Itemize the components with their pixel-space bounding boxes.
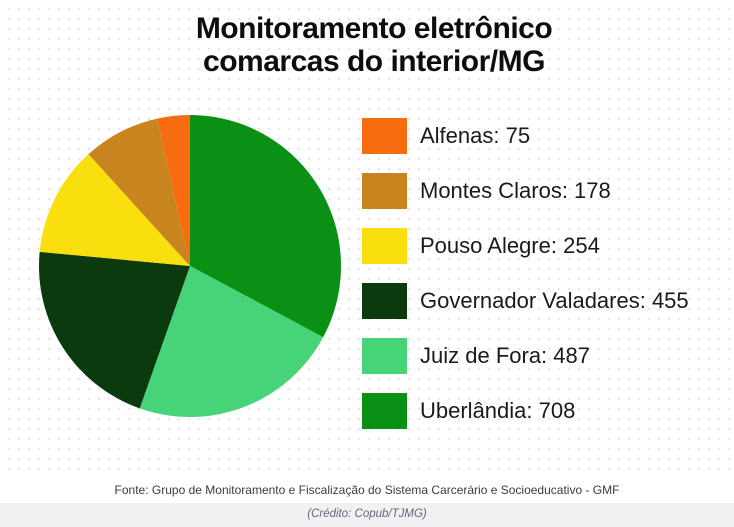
pie-slice-montes-claros <box>88 118 190 266</box>
legend-item-montes-claros: Montes Claros: 178 <box>362 173 689 209</box>
legend-swatch-governador-valadares <box>362 283 407 319</box>
legend-swatch-juiz-de-fora <box>362 338 407 374</box>
legend: Alfenas: 75 Montes Claros: 178 Pouso Alegr… <box>362 118 689 448</box>
source-note: Fonte: Grupo de Monitoramento e Fiscaliz… <box>0 478 734 503</box>
legend-item-pouso-alegre: Pouso Alegre: 254 <box>362 228 689 264</box>
legend-item-governador-valadares: Governador Valadares: 455 <box>362 283 689 319</box>
legend-label-governador-valadares: Governador Valadares: 455 <box>420 288 689 313</box>
credit-note: (Crédito: Copub/TJMG) <box>0 503 734 527</box>
legend-swatch-pouso-alegre <box>362 228 407 264</box>
pie-slice-pouso-alegre <box>39 154 190 266</box>
chart-title-line1: Monitoramento eletrônico <box>195 12 553 45</box>
pie-slice-governador-valadares <box>39 251 190 409</box>
chart-title: Monitoramento eletrônico comarcas do int… <box>14 12 734 78</box>
pie-slice-uberlandia <box>190 115 341 338</box>
legend-item-uberlandia: Uberlândia: 708 <box>362 393 689 429</box>
legend-label-montes-claros: Montes Claros: 178 <box>420 178 611 203</box>
legend-label-pouso-alegre: Pouso Alegre: 254 <box>420 233 600 258</box>
legend-swatch-uberlandia <box>362 393 407 429</box>
pie-chart-svg <box>39 115 341 417</box>
legend-label-alfenas: Alfenas: 75 <box>420 123 531 148</box>
legend-swatch-alfenas <box>362 118 407 154</box>
legend-item-alfenas: Alfenas: 75 <box>362 118 689 154</box>
legend-item-juiz-de-fora: Juiz de Fora: 487 <box>362 338 689 374</box>
legend-label-uberlandia: Uberlândia: 708 <box>420 398 576 423</box>
legend-swatch-montes-claros <box>362 173 407 209</box>
legend-label-juiz-de-fora: Juiz de Fora: 487 <box>420 343 590 368</box>
pie-chart <box>39 115 341 417</box>
chart-title-line2: comarcas do interior/MG <box>203 45 545 78</box>
pie-slice-alfenas <box>157 115 190 266</box>
pie-slice-juiz-de-fora <box>139 266 324 417</box>
